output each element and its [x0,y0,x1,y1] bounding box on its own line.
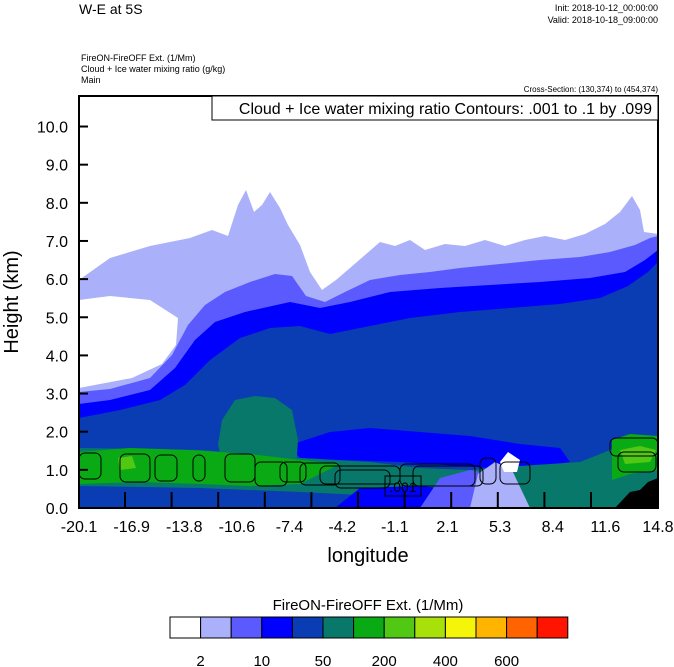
colorbar-swatch [536,616,569,639]
field-label-extinction: FireON-FireOFF Ext. (1/Mm) [81,53,196,63]
colorbar-swatch [322,616,355,639]
x-axis: -20.1 -16.9 -13.8 -10.6 -7.4 -4.2 -1.1 2.1 5.3 8.… [61,492,674,536]
colorbar-label: 600 [494,653,519,667]
y-tick-label: 9.0 [46,158,68,175]
y-tick-label: 2.0 [46,425,68,442]
y-axis: 0.0 1.0 2.0 3.0 4.0 5.0 6.0 7.0 8.0 9.0 10.0 [37,120,88,518]
x-tick-label: -20.1 [61,519,98,536]
colorbar-swatch [200,616,232,639]
colorbar-swatch [353,616,385,639]
field-label-mixing-ratio: Cloud + Ice water mixing ratio (g/kg) [81,64,225,74]
contour-line [192,454,206,482]
extinction-field [79,190,658,508]
contour-line [154,454,178,482]
y-tick-label: 1.0 [46,463,68,480]
contour-line [479,457,497,485]
contour-line [609,437,658,457]
x-tick-label: -7.4 [276,519,304,536]
contour-line [279,461,307,483]
x-tick-label: 14.8 [642,519,673,536]
x-tick-label: -4.2 [328,519,356,536]
y-axis-label: Height (km) [1,250,23,353]
y-tick-label: 7.0 [46,234,68,251]
contour-label: .001 [389,479,416,495]
colorbar-label: 400 [433,653,458,667]
colorbar-swatch [261,616,293,639]
y-tick-label: 3.0 [46,387,68,404]
contour-line [299,462,341,486]
colorbar-swatch [291,616,324,639]
chart-title: Cloud + Ice water mixing ratio Contours:… [239,101,652,118]
cross-section-label: Cross-Section: (130,374) to (454,374) [524,85,659,94]
colorbar-swatch [475,616,508,639]
colorbar-label: 50 [315,653,332,667]
y-tick-label: 10.0 [37,120,68,137]
colorbar-swatch [414,616,446,639]
contour-line [254,461,288,487]
mixing-ratio-contours: .001 [79,437,658,497]
contour-label-box [384,475,422,497]
terrain [615,478,658,508]
fill-light-green-2 [620,446,656,464]
contour-line [617,451,657,473]
colorbar-swatch [169,616,202,639]
fill-green-band [79,448,340,486]
x-tick-label: 8.4 [542,519,564,536]
y-tick-label: 0.0 [46,501,68,518]
x-tick-label: -16.9 [113,519,150,536]
x-tick-label: 2.1 [436,519,458,536]
plot-title: W-E at 5S [79,1,143,17]
contour-line [319,465,401,485]
valid-time: Valid: 2018-10-18_09:00:00 [548,15,658,25]
colorbar-swatch [444,616,477,639]
fill-white-pocket [79,296,178,388]
x-tick-label: -1.1 [381,519,409,536]
x-tick-label: -10.6 [219,519,256,536]
colorbar: 2 10 50 200 400 600 [169,616,569,667]
y-tick-label: 4.0 [46,348,68,365]
y-tick-label: 6.0 [46,272,68,289]
fill-blue-lower [290,428,570,470]
x-tick-label: 5.3 [489,519,511,536]
colorbar-label: 2 [196,653,204,667]
x-tick-label: 11.6 [590,519,620,536]
colorbar-label: 200 [372,653,397,667]
x-tick-label: -13.8 [166,519,203,536]
colorbar-swatch [383,616,416,639]
contour-line [499,461,531,485]
colorbar-swatch [230,616,263,639]
y-tick-label: 5.0 [46,310,68,327]
colorbar-title: FireON-FireOFF Ext. (1/Mm) [273,597,464,614]
init-time: Init: 2018-10-12_00:00:00 [555,3,658,13]
colorbar-swatch [506,616,538,639]
colorbar-label: 10 [253,653,270,667]
y-tick-label: 8.0 [46,196,68,213]
contour-info-box [211,95,659,121]
field-label-main: Main [81,75,101,85]
contour-line [334,469,391,489]
fill-lavender-surface [470,462,530,508]
fill-light-green-1 [118,456,136,470]
contour-line [119,453,151,483]
x-axis-label: longitude [327,545,408,567]
contour-line [79,452,102,480]
